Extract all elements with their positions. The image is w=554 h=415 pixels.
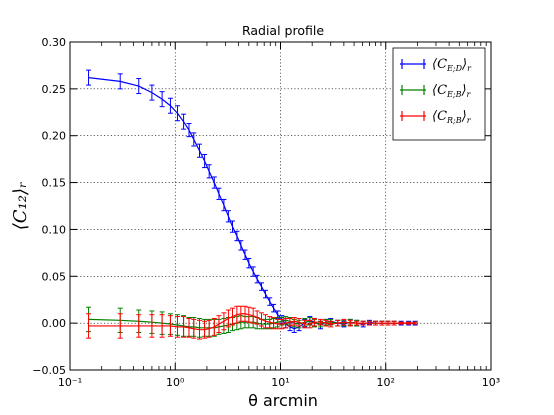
y-axis-label: ⟨C₁₂⟩ᵣ	[10, 182, 31, 231]
legend-label: ⟨CE;B⟩r	[432, 83, 472, 99]
legend-entry: ⟨CE;D⟩r	[400, 57, 472, 73]
y-tick-label: 0.05	[42, 270, 67, 283]
series-2	[86, 305, 418, 340]
y-tick-label: 0.30	[42, 36, 67, 49]
legend: ⟨CE;D⟩r ⟨CE;B⟩r ⟨CR;B⟩r	[392, 47, 486, 141]
y-tick-label: 0.00	[42, 317, 67, 330]
legend-entry: ⟨CE;B⟩r	[400, 83, 472, 99]
series-line	[88, 313, 416, 331]
y-tick-label: 0.15	[42, 177, 67, 190]
y-tick-label: 0.25	[42, 83, 67, 96]
x-tick-label: 10⁰	[166, 376, 185, 389]
legend-label: ⟨CE;D⟩r	[432, 57, 472, 73]
y-tick-label: 0.10	[42, 223, 67, 236]
x-tick-label: 10⁻¹	[58, 376, 82, 389]
x-tick-label: 10³	[482, 376, 500, 389]
tick-labels: 10⁻¹ 10⁰ 10¹ 10² 10³ −0.05 0.00 0.05 0.10 0.15 0.2…	[32, 36, 500, 389]
x-axis-label: θ arcmin	[248, 391, 318, 410]
legend-entry: ⟨CR;B⟩r	[400, 109, 472, 125]
data-series	[86, 69, 418, 340]
legend-frame	[392, 47, 486, 141]
legend-label: ⟨CR;B⟩r	[432, 109, 472, 125]
y-tick-label: −0.05	[32, 364, 66, 377]
y-tick-label: 0.20	[42, 130, 67, 143]
x-tick-label: 10²	[377, 376, 395, 389]
chart-title: Radial profile	[242, 23, 324, 38]
x-tick-label: 10¹	[271, 376, 289, 389]
axis-ticks	[69, 41, 492, 371]
